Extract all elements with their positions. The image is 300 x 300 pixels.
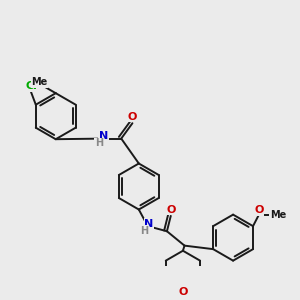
Text: O: O bbox=[167, 205, 176, 214]
Text: O: O bbox=[178, 286, 188, 297]
Text: H: H bbox=[95, 138, 103, 148]
Text: Cl: Cl bbox=[25, 81, 37, 91]
Text: H: H bbox=[140, 226, 148, 236]
Text: O: O bbox=[254, 206, 263, 215]
Text: Me: Me bbox=[270, 210, 286, 220]
Text: N: N bbox=[99, 131, 108, 141]
Text: N: N bbox=[144, 219, 154, 229]
Text: Me: Me bbox=[32, 77, 48, 87]
Text: O: O bbox=[128, 112, 137, 122]
